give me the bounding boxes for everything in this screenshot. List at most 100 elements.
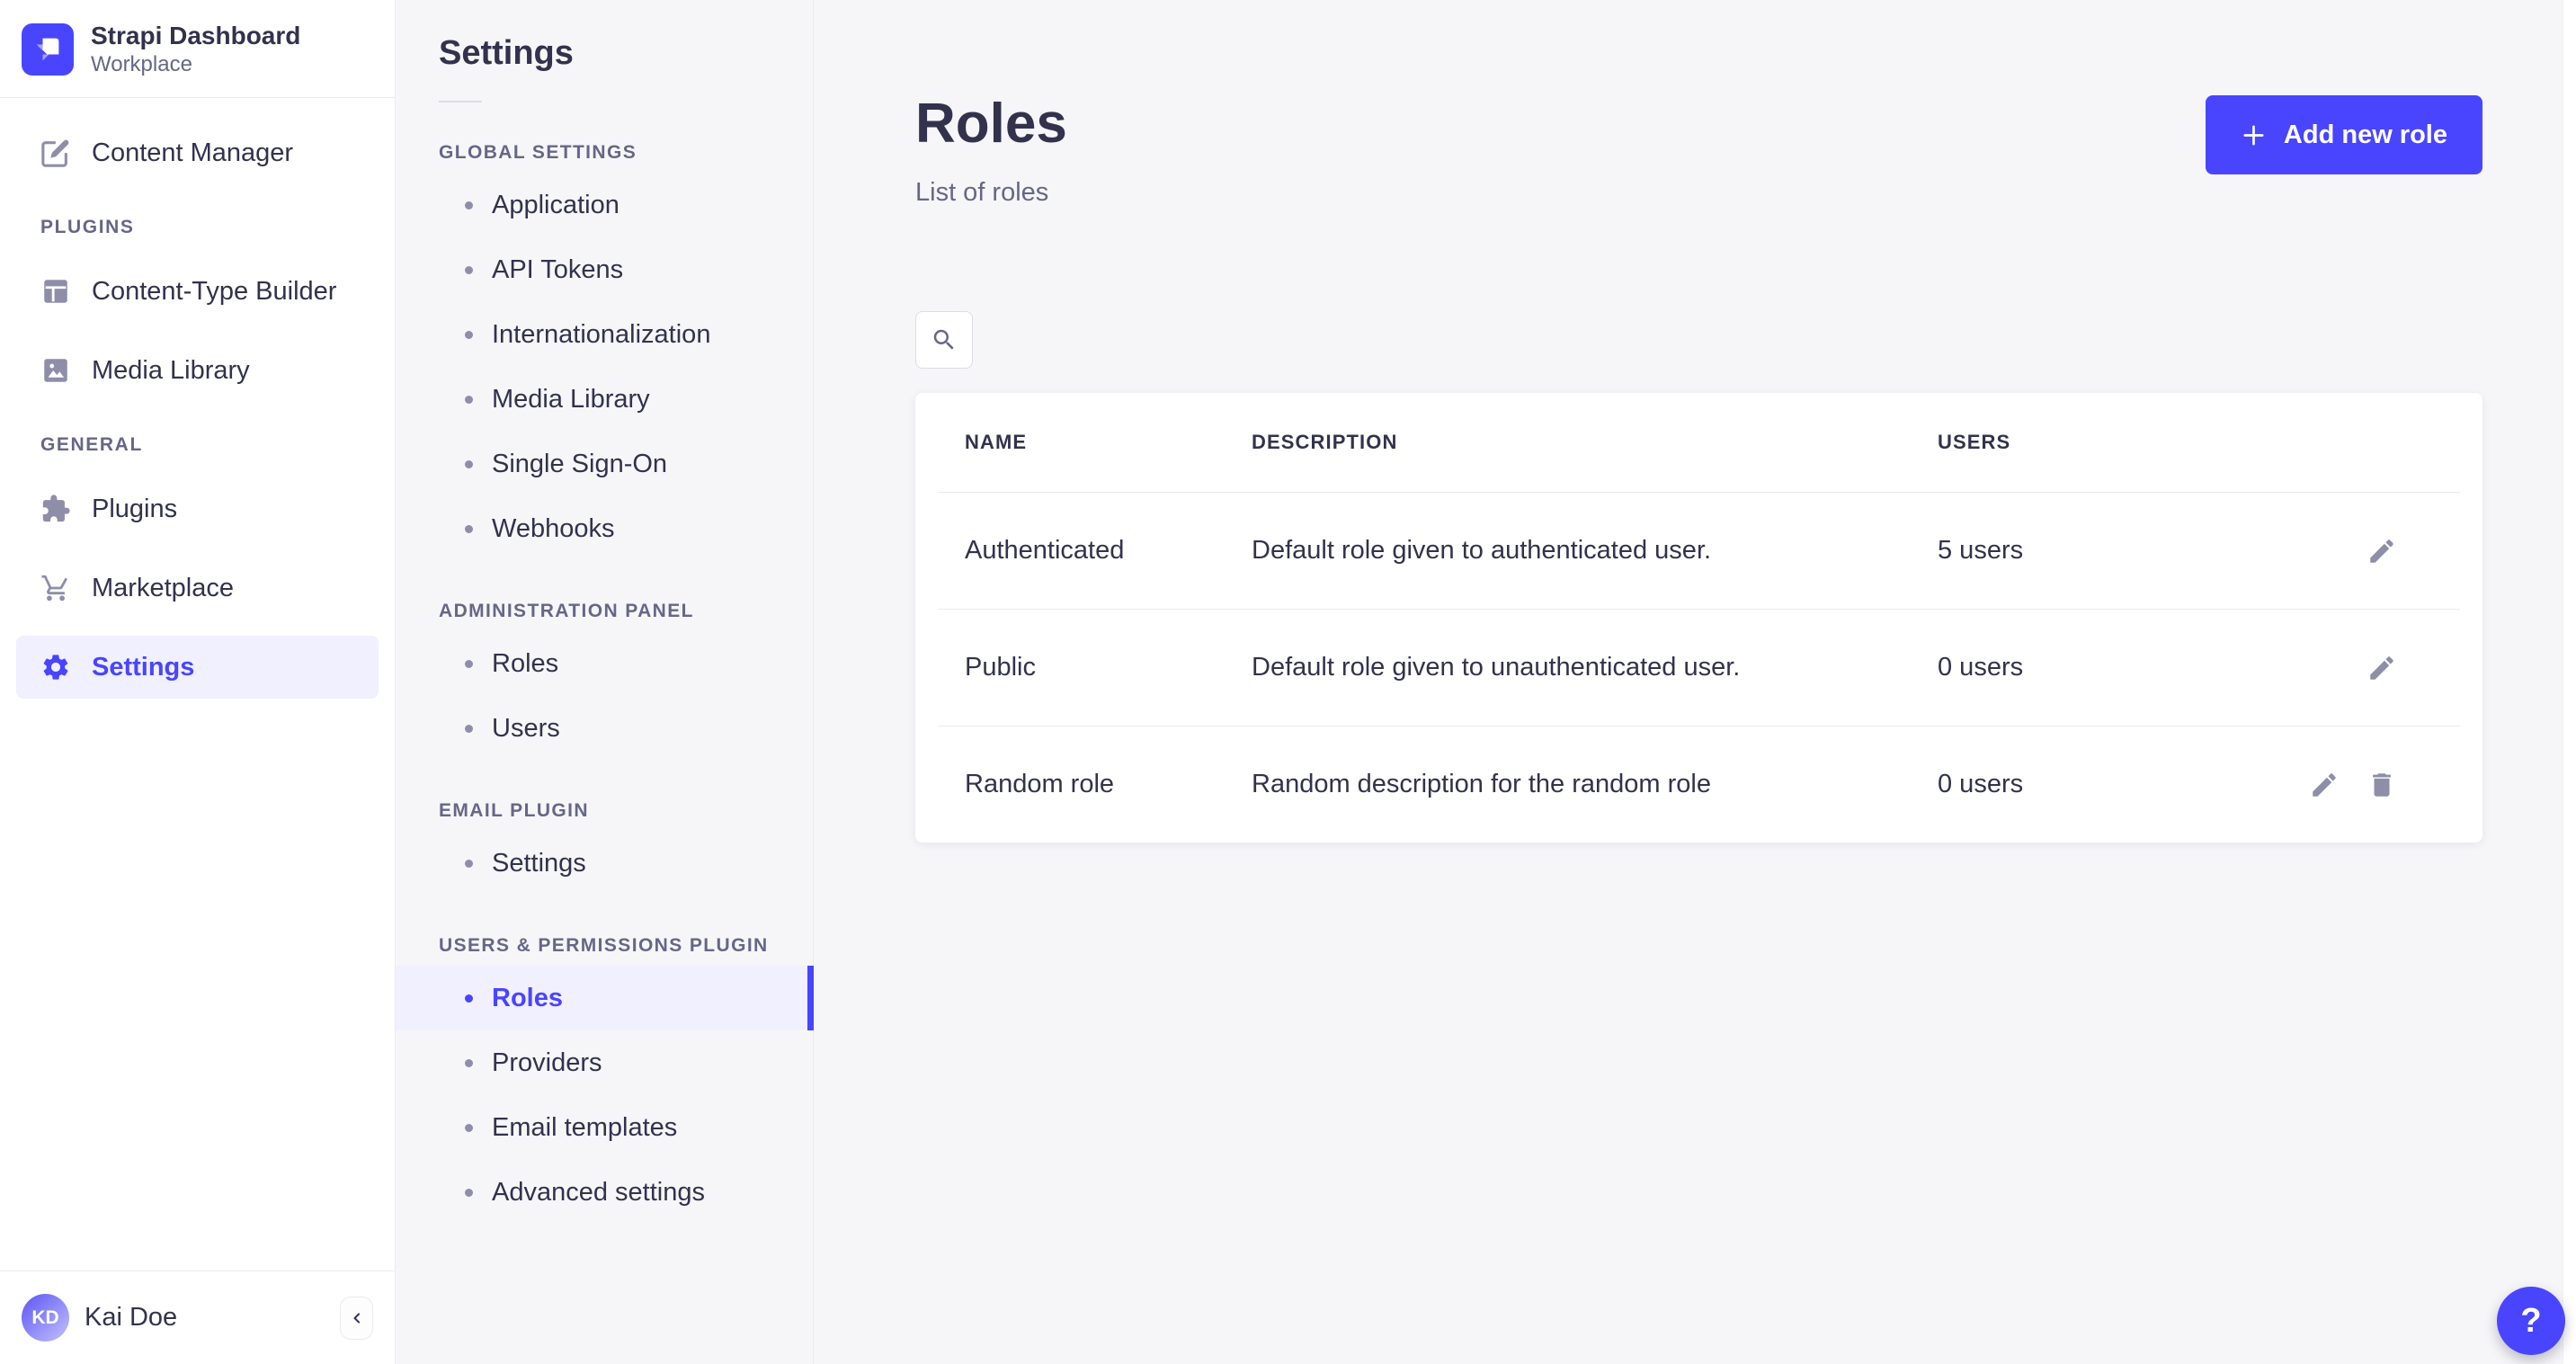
pencil-icon: [2309, 770, 2340, 800]
pencil-icon: [2367, 653, 2397, 683]
search-icon: [931, 326, 958, 353]
subnav-item-label: Media Library: [492, 384, 650, 414]
bullet-icon: [465, 994, 473, 1003]
subnav-item-label: Email templates: [492, 1112, 678, 1142]
subnav-item-media-library[interactable]: Media Library: [396, 367, 813, 432]
layout-grid-icon: [40, 276, 71, 307]
add-new-role-button[interactable]: Add new role: [2205, 95, 2482, 174]
subnav-item-label: Application: [492, 190, 619, 219]
edit-role-button[interactable]: [2367, 653, 2397, 683]
subnav-header-users-permissions-plugin: USERS & PERMISSIONS PLUGIN: [439, 935, 769, 956]
role-description: Random description for the random role: [1252, 770, 1711, 798]
collapse-sidebar-button[interactable]: [340, 1296, 373, 1340]
bullet-icon: [465, 1188, 473, 1197]
sidebar-item-plugins[interactable]: Plugins: [16, 477, 379, 540]
role-users-count: 5 users: [1938, 536, 2024, 565]
bullet-icon: [465, 395, 473, 404]
sidebar-item-marketplace[interactable]: Marketplace: [16, 557, 379, 620]
subnav-item-up-roles[interactable]: Roles: [396, 966, 814, 1030]
column-header-users: USERS: [1938, 431, 2011, 453]
image-icon: [40, 355, 71, 386]
sidebar-item-label: Content Manager: [92, 138, 294, 167]
subnav-item-webhooks[interactable]: Webhooks: [396, 496, 813, 561]
strapi-logo: [22, 22, 74, 76]
toolbar: [915, 311, 2482, 369]
divider: [938, 726, 2460, 727]
main-content: Roles List of roles Add new role: [814, 0, 2576, 1364]
subnav-item-label: Users: [492, 713, 560, 743]
bullet-icon: [465, 459, 473, 468]
row-actions: [2367, 536, 2433, 566]
edit-role-button[interactable]: [2367, 536, 2397, 566]
table-header-row: NAME DESCRIPTION USERS: [915, 393, 2482, 492]
row-actions: [2367, 653, 2433, 683]
sidebar-item-label: Marketplace: [92, 573, 234, 602]
subnav-item-admin-users[interactable]: Users: [396, 696, 813, 761]
brand-text: Strapi Dashboard Workplace: [91, 21, 300, 77]
main-nav-list: Content Manager PLUGINS Content-Type Bui…: [0, 98, 395, 715]
table-row-public[interactable]: Public Default role given to unauthentic…: [915, 610, 2482, 726]
subnav-item-email-settings[interactable]: Settings: [396, 831, 813, 896]
role-users-count: 0 users: [1938, 770, 2024, 798]
subnav-item-admin-roles[interactable]: Roles: [396, 631, 813, 696]
sidebar-item-label: Media Library: [92, 355, 250, 385]
divider: [0, 97, 395, 98]
subnav-item-providers[interactable]: Providers: [396, 1030, 813, 1095]
bullet-icon: [465, 1058, 473, 1067]
table-row-authenticated[interactable]: Authenticated Default role given to auth…: [915, 493, 2482, 609]
chevron-left-icon: [348, 1309, 366, 1327]
bullet-icon: [465, 1123, 473, 1132]
help-button[interactable]: ?: [2497, 1287, 2565, 1355]
sidebar-item-media-library[interactable]: Media Library: [16, 339, 379, 402]
subnav-item-label: Internationalization: [492, 319, 711, 349]
subnav-item-advanced-settings[interactable]: Advanced settings: [396, 1160, 813, 1225]
subnav-item-internationalization[interactable]: Internationalization: [396, 302, 813, 367]
search-button[interactable]: [915, 311, 973, 369]
role-name: Authenticated: [965, 536, 1125, 565]
subnav-item-label: Roles: [492, 983, 563, 1012]
edit-role-button[interactable]: [2309, 770, 2340, 800]
bullet-icon: [465, 524, 473, 533]
page-heading-block: Roles List of roles: [915, 89, 1067, 208]
divider: [439, 101, 482, 103]
role-description: Default role given to unauthenticated us…: [1252, 653, 1741, 682]
puzzle-icon: [40, 494, 71, 524]
sidebar-item-content-manager[interactable]: Content Manager: [16, 121, 379, 184]
role-description: Default role given to authenticated user…: [1252, 536, 1712, 565]
workspace-name: Workplace: [91, 52, 192, 76]
sidebar-item-content-type-builder[interactable]: Content-Type Builder: [16, 260, 379, 323]
trash-icon: [2367, 770, 2397, 800]
divider: [938, 609, 2460, 610]
sidebar-item-label: Settings: [92, 652, 195, 682]
subnav-item-label: API Tokens: [492, 254, 624, 284]
page-subtitle: List of roles: [915, 178, 1049, 207]
app-title: Strapi Dashboard: [91, 22, 301, 49]
column-header-description: DESCRIPTION: [1252, 431, 1398, 453]
gear-icon: [40, 652, 71, 682]
delete-role-button[interactable]: [2367, 770, 2397, 800]
subnav-item-email-templates[interactable]: Email templates: [396, 1095, 813, 1160]
scrollbar-track[interactable]: [2563, 0, 2576, 1364]
plus-icon: [2241, 122, 2267, 148]
main-sidebar: Strapi Dashboard Workplace Content Manag…: [0, 0, 396, 1364]
cart-icon: [40, 573, 71, 603]
avatar[interactable]: KD: [22, 1294, 69, 1342]
row-actions: [2309, 770, 2433, 800]
nav-section-header-plugins: PLUGINS: [40, 217, 135, 237]
subnav-item-label: Settings: [492, 848, 586, 878]
pencil-icon: [2367, 536, 2397, 566]
feather-edit-icon: [40, 138, 71, 168]
table-row-random-role[interactable]: Random role Random description for the r…: [915, 727, 2482, 842]
subnav-title: Settings: [439, 34, 574, 72]
column-header-name: NAME: [965, 431, 1028, 453]
workspace-switcher[interactable]: Strapi Dashboard Workplace: [0, 0, 395, 97]
subnav-item-single-sign-on[interactable]: Single Sign-On: [396, 432, 813, 496]
sidebar-item-label: Content-Type Builder: [92, 276, 337, 306]
subnav-item-application[interactable]: Application: [396, 173, 813, 237]
subnav-item-api-tokens[interactable]: API Tokens: [396, 237, 813, 302]
bullet-icon: [465, 201, 473, 210]
roles-table: NAME DESCRIPTION USERS Authenticated Def…: [915, 393, 2482, 842]
sidebar-item-settings[interactable]: Settings: [16, 636, 379, 699]
table-body: Authenticated Default role given to auth…: [915, 493, 2482, 842]
page-title: Roles: [915, 93, 1067, 155]
